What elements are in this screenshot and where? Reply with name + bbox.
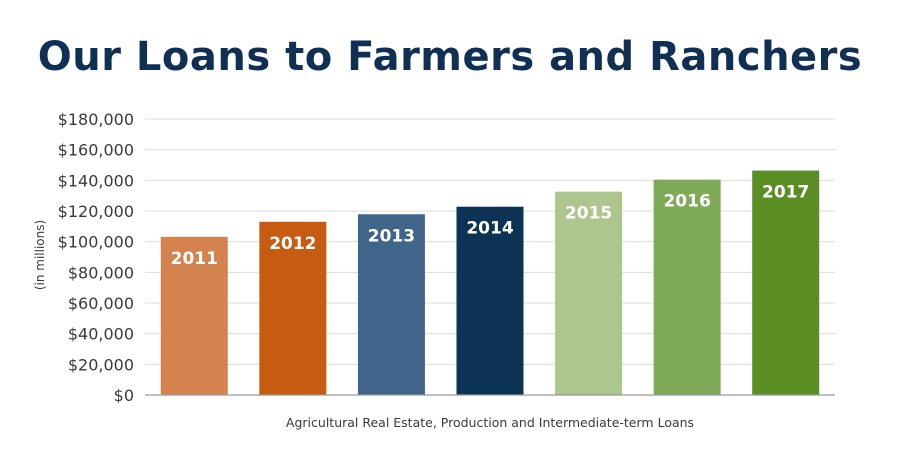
y-tick-label: $0 [114,386,134,405]
y-tick-label: $60,000 [68,294,134,313]
y-tick-label: $20,000 [68,355,134,374]
y-axis-label: (in millions) [33,220,47,290]
bar-2014 [456,206,524,395]
bars [160,170,820,395]
y-tick-label: $120,000 [58,202,134,221]
y-tick-label: $160,000 [58,141,134,160]
bar-labels: 2011 2012 2013 2014 2015 2016 2017 [171,183,810,269]
y-tick-label: $40,000 [68,325,134,344]
bar-2011 [160,236,228,395]
bar-label-2016: 2016 [663,192,710,212]
bar-label-2013: 2013 [368,226,415,246]
y-tick-label: $180,000 [58,110,134,129]
y-axis-ticks: $0 $20,000 $40,000 $60,000 $80,000 $100,000 $1… [58,110,134,405]
y-tick-label: $80,000 [68,263,134,282]
bar-2015 [555,191,623,395]
bar-2012 [259,221,327,395]
bar-label-2014: 2014 [466,219,513,239]
bar-label-2015: 2015 [565,204,612,224]
bar-2017 [752,170,820,395]
chart-title: Our Loans to Farmers and Ranchers [37,34,863,80]
bar-label-2012: 2012 [269,234,316,254]
x-axis-label: Agricultural Real Estate, Production and… [286,415,694,430]
bar-label-2011: 2011 [171,249,218,269]
bar-label-2017: 2017 [762,183,809,203]
y-tick-label: $140,000 [58,171,134,190]
bar-2016 [653,179,721,395]
bar-2013 [357,214,425,395]
y-tick-label: $100,000 [58,233,134,252]
